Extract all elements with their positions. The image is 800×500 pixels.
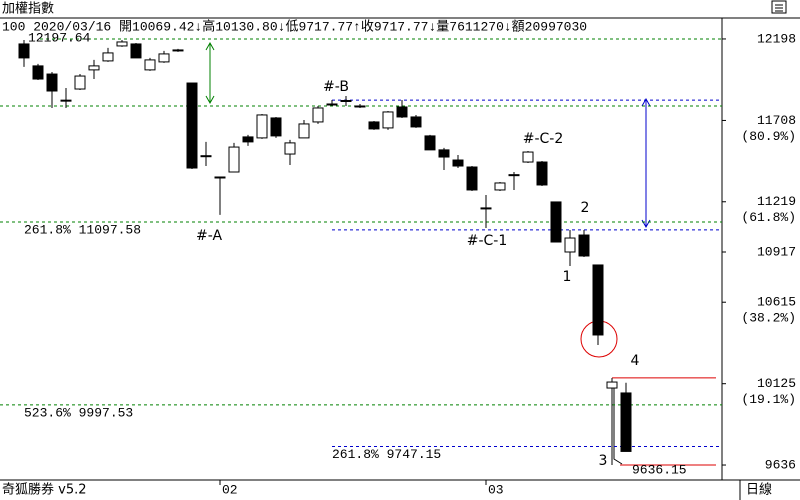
candle-body [494, 182, 506, 191]
candle-body [186, 82, 198, 169]
candle-body [564, 237, 576, 253]
info-line: 100 2020/03/16 開10069.42↓高10130.80↓低9717… [2, 18, 587, 34]
candle-body [522, 151, 534, 163]
footer-left: 奇狐勝券 v5.2 [2, 482, 87, 498]
candle-body [158, 53, 170, 63]
candle-body [424, 135, 436, 151]
candle-body [130, 43, 142, 59]
y-tick-note: (61.8%) [741, 210, 796, 225]
candle-body [60, 99, 72, 102]
candle-body [270, 117, 282, 137]
candle-body [312, 107, 324, 123]
candle-body [172, 49, 184, 52]
candle-body [466, 166, 478, 191]
level-label: 261.8% 11097.58 [24, 222, 141, 237]
candle-body [214, 176, 226, 179]
candle-body [578, 234, 590, 257]
annotation: #-B [323, 79, 349, 95]
y-tick-label: 12198 [757, 31, 796, 46]
y-tick-label: 11219 [757, 194, 796, 209]
candle-body [88, 65, 100, 71]
candle-body [480, 207, 492, 210]
candle-body [102, 52, 114, 62]
candle-body [620, 392, 632, 452]
candle-body [354, 105, 366, 108]
candle-body [438, 149, 450, 158]
annotation: #-C-2 [523, 131, 564, 147]
annotation: 3 [599, 453, 608, 469]
annotation: #-C-1 [467, 233, 508, 249]
candle-body [508, 174, 520, 177]
candle-body [550, 201, 562, 243]
candle-body [200, 155, 212, 158]
annotation: 2 [581, 200, 590, 216]
annotation: 1 [563, 269, 572, 285]
candle-body [46, 73, 58, 92]
level-label: 523.6% 9997.53 [24, 405, 133, 420]
range-arrow-heads [205, 41, 215, 105]
candle-body [536, 161, 548, 186]
candle-body [144, 59, 156, 71]
candle-body [452, 159, 464, 167]
footer-right[interactable]: 日線 [746, 482, 772, 498]
candle-body [382, 111, 394, 129]
candle-body [340, 99, 352, 102]
y-tick-note: (19.1%) [741, 392, 796, 407]
chart-title: 加權指數 [2, 2, 54, 17]
candle-body [32, 65, 44, 80]
candle-body [256, 114, 268, 139]
candle-body [396, 106, 408, 118]
x-tick-label: 03 [488, 482, 504, 497]
x-tick-label: 02 [222, 482, 238, 497]
level-label: 9636.15 [632, 462, 687, 477]
candle-body [228, 146, 240, 173]
candle-body [298, 123, 310, 139]
level-label: 12197.64 [28, 30, 91, 45]
y-tick-note: (80.9%) [741, 129, 796, 144]
annotation: #-A [196, 228, 222, 244]
y-tick-label: 10125 [757, 376, 796, 391]
candle-body [284, 142, 296, 155]
candle-body [410, 116, 422, 128]
y-tick-label: 10917 [757, 244, 796, 259]
y-tick-note: (38.2%) [741, 311, 796, 326]
y-tick-label: 11708 [757, 113, 796, 128]
candle-body [326, 103, 338, 106]
candle-body [592, 264, 604, 336]
y-tick-label: 10615 [757, 295, 796, 310]
menu-icon[interactable] [771, 0, 787, 14]
level-label: 261.8% 9747.15 [332, 447, 441, 462]
y-tick-label: 9636 [765, 457, 796, 472]
candle-body [116, 41, 128, 47]
candle-body [606, 381, 618, 389]
bracket [613, 386, 623, 465]
candle-body [74, 75, 86, 90]
annotation: 4 [631, 353, 640, 369]
candle-body [18, 43, 30, 59]
candle-body [368, 121, 380, 130]
candle-body [242, 136, 254, 143]
